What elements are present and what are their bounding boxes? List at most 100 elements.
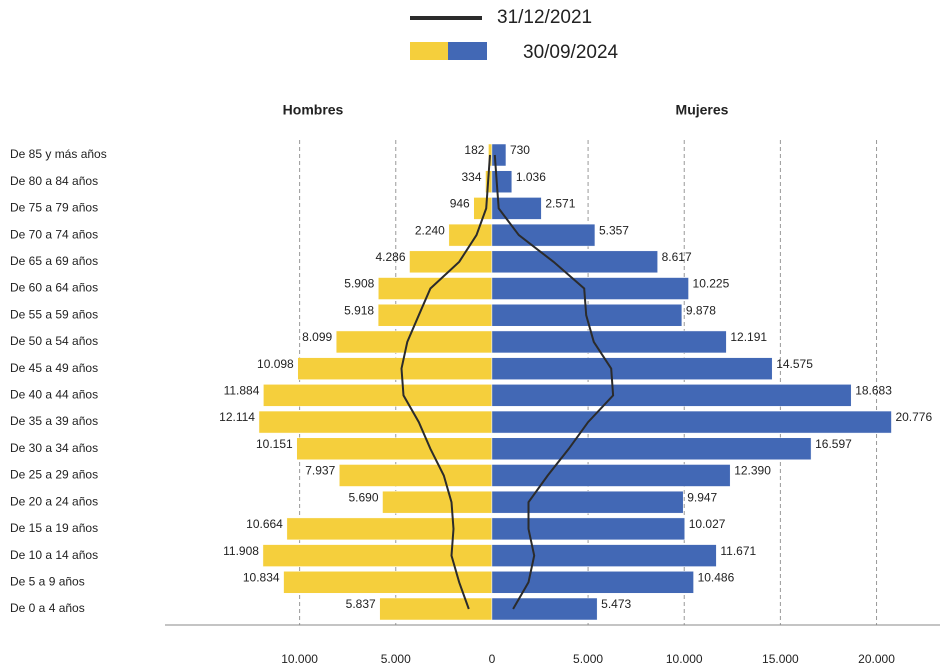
bar (258, 410, 493, 434)
category-label: De 40 a 44 años (10, 388, 98, 402)
bar (339, 464, 493, 487)
category-label: De 70 a 74 años (10, 227, 98, 241)
bar (379, 597, 493, 621)
category-label: De 50 a 54 años (10, 334, 98, 348)
bar (491, 357, 773, 380)
value-label: 730 (510, 143, 530, 157)
bar (491, 464, 731, 487)
x-tick-label: 10.000 (666, 652, 703, 666)
legend-swatch-right (448, 42, 487, 60)
value-label: 11.884 (224, 384, 260, 398)
value-label: 12.390 (734, 464, 771, 478)
reference-line (400, 154, 491, 610)
value-label: 20.776 (895, 410, 932, 424)
value-label: 10.486 (698, 570, 735, 584)
value-label: 2.571 (545, 197, 575, 211)
value-label: 10.664 (246, 517, 283, 531)
bar (491, 544, 717, 567)
bar (491, 490, 684, 514)
x-tick-label: 0 (489, 652, 496, 666)
category-label: De 75 a 79 años (10, 201, 98, 215)
value-label: 16.597 (815, 437, 852, 451)
value-label: 18.683 (855, 384, 892, 398)
value-label: 4.286 (375, 250, 405, 264)
category-label: De 25 a 29 años (10, 468, 98, 482)
value-label: 946 (450, 197, 470, 211)
side-header: Hombres (283, 102, 344, 118)
bar (491, 277, 689, 300)
x-tick-label: 5.000 (381, 652, 411, 666)
value-label: 5.918 (344, 303, 374, 317)
value-label: 12.114 (219, 410, 255, 424)
value-label: 5.837 (346, 597, 376, 611)
bar (382, 490, 493, 514)
bar (263, 384, 493, 407)
bar (296, 437, 493, 461)
value-label: 10.098 (257, 357, 294, 371)
bar (491, 330, 727, 354)
bar (491, 250, 658, 274)
bar (297, 357, 493, 380)
category-label: De 35 a 39 años (10, 414, 98, 428)
category-label: De 30 a 34 años (10, 441, 98, 455)
legend-bars-label: 30/09/2024 (523, 42, 619, 63)
bar (491, 384, 852, 407)
value-label: 9.878 (686, 303, 716, 317)
x-tick-label: 15.000 (762, 652, 799, 666)
bar (378, 277, 493, 300)
category-label: De 0 a 4 años (10, 601, 85, 615)
category-label: De 5 a 9 años (10, 574, 85, 588)
bar (491, 517, 685, 541)
value-label: 1.036 (516, 170, 546, 184)
category-label: De 65 a 69 años (10, 254, 98, 268)
bar (262, 544, 493, 567)
x-tick-label: 20.000 (858, 652, 895, 666)
bar (491, 571, 694, 594)
value-label: 9.947 (687, 490, 717, 504)
bar (491, 410, 892, 434)
value-label: 14.575 (776, 357, 813, 371)
category-label: De 15 a 19 años (10, 521, 98, 535)
value-label: 5.908 (344, 277, 374, 291)
value-label: 334 (461, 170, 481, 184)
category-label: De 10 a 14 años (10, 548, 98, 562)
legend-swatch-left (410, 42, 448, 60)
bar (491, 223, 596, 247)
category-label: De 20 a 24 años (10, 494, 98, 508)
bar (491, 143, 507, 167)
bar (491, 197, 542, 220)
bar (491, 597, 598, 621)
x-tick-label: 10.000 (281, 652, 318, 666)
category-label: De 45 a 49 años (10, 361, 98, 375)
value-label: 5.690 (348, 490, 378, 504)
bar (286, 517, 493, 541)
value-label: 12.191 (730, 330, 767, 344)
reference-line (493, 154, 615, 610)
value-label: 5.357 (599, 223, 629, 237)
value-label: 2.240 (415, 223, 445, 237)
x-tick-label: 5.000 (573, 652, 603, 666)
category-label: De 60 a 64 años (10, 281, 98, 295)
value-label: 7.937 (305, 464, 335, 478)
category-label: De 80 a 84 años (10, 174, 98, 188)
bar (491, 437, 812, 461)
value-label: 11.908 (223, 544, 259, 558)
value-label: 10.151 (256, 437, 293, 451)
value-label: 10.834 (243, 570, 280, 584)
value-label: 11.671 (720, 544, 756, 558)
bar (491, 170, 513, 193)
side-header: Mujeres (676, 102, 729, 118)
value-label: 5.473 (601, 597, 631, 611)
category-label: De 85 y más años (10, 147, 107, 161)
value-label: 10.027 (689, 517, 726, 531)
category-label: De 55 a 59 años (10, 307, 98, 321)
value-label: 182 (464, 143, 484, 157)
bar (377, 303, 493, 327)
bar (335, 330, 493, 354)
legend-line-label: 31/12/2021 (497, 7, 592, 28)
value-label: 8.099 (302, 330, 332, 344)
value-label: 8.617 (662, 250, 692, 264)
bar (283, 571, 493, 594)
value-label: 10.225 (693, 277, 730, 291)
